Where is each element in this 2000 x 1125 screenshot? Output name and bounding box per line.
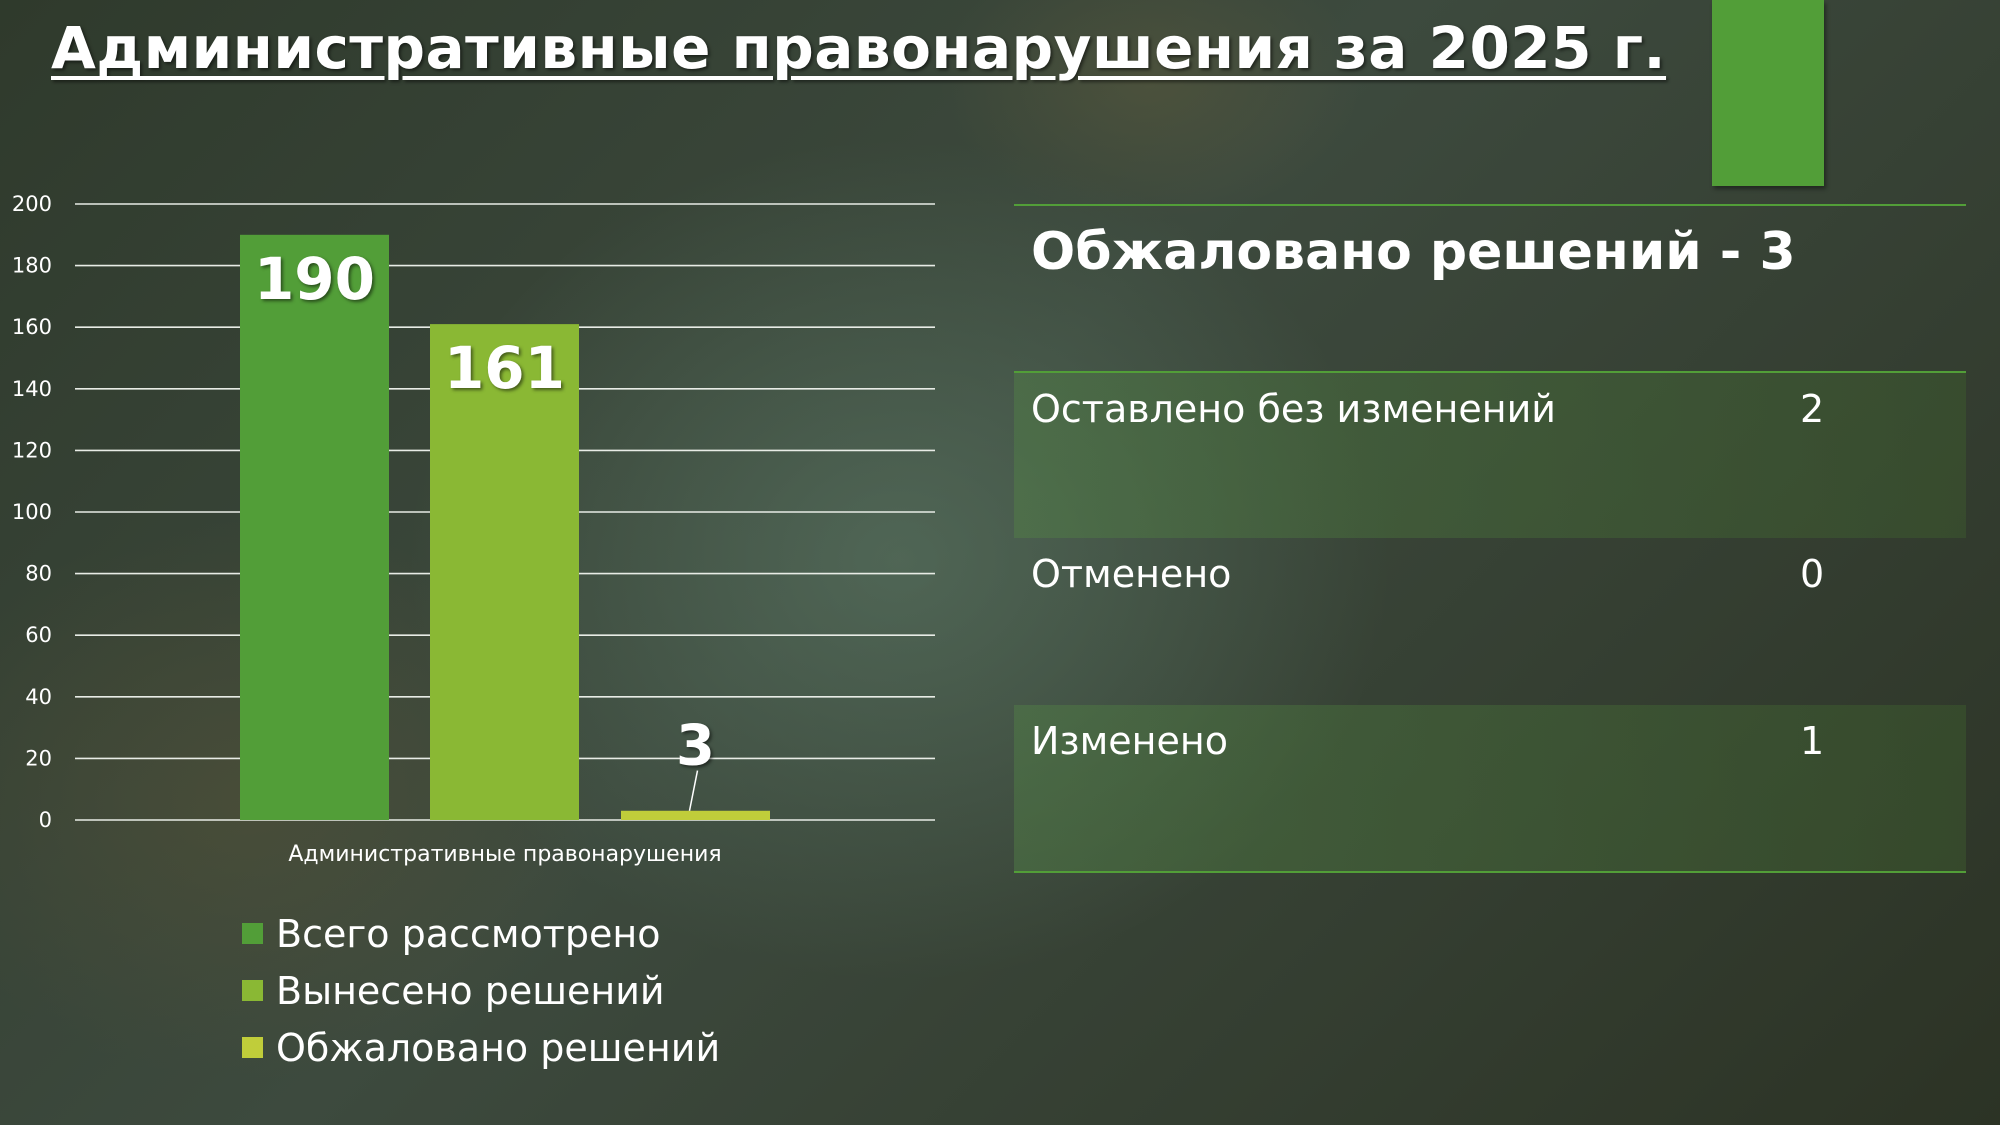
accent-bar [1712,0,1824,186]
legend-item: Обжаловано решений [242,1019,720,1076]
bar [621,810,770,820]
y-tick-label: 60 [25,623,52,647]
bar [240,234,389,821]
row-value: 0 [1800,552,1825,596]
row-label: Изменено [1031,719,1228,763]
table-row: Изменено 1 [1014,705,1966,871]
row-label: Отменено [1031,552,1232,596]
data-label: 161 [444,334,565,402]
divider [1014,371,1966,373]
y-tick-label: 200 [12,192,52,216]
legend-swatch [242,980,263,1001]
y-tick-label: 80 [25,562,52,586]
divider [1014,204,1966,206]
chart-legend: Всего рассмотрено Вынесено решений Обжал… [242,905,720,1076]
legend-swatch [242,1037,263,1058]
legend-label: Обжаловано решений [276,1025,721,1070]
legend-item: Вынесено решений [242,962,720,1019]
y-tick-label: 40 [25,685,52,709]
row-value: 1 [1800,719,1825,763]
x-category-label: Административные правонарушения [288,842,721,867]
y-tick-label: 140 [12,377,52,401]
data-label-leader [688,770,699,811]
y-tick-label: 20 [25,746,52,770]
data-label: 190 [254,245,375,313]
y-tick-label: 100 [12,500,52,524]
panel-heading: Обжаловано решений - 3 [1031,222,1796,282]
data-label: 3 [676,714,715,779]
appeals-panel: Обжаловано решений - 3 Оставлено без изм… [1014,204,1966,873]
row-label: Оставлено без изменений [1031,387,1556,431]
legend-item: Всего рассмотрено [242,905,720,962]
legend-label: Вынесено решений [276,968,665,1013]
bar-chart: 0 20 40 60 80 100 120 140 160 180 200 190 161 3 Админи… [12,192,935,867]
table-row: Отменено 0 [1014,538,1966,705]
y-tick-label: 120 [12,438,52,462]
row-value: 2 [1800,387,1825,431]
y-tick-label: 180 [12,254,52,278]
table-row: Оставлено без изменений 2 [1014,373,1966,538]
legend-swatch [242,923,263,944]
slide-title: Административные правонарушения за 2025 … [51,14,1667,82]
legend-label: Всего рассмотрено [276,911,661,956]
y-tick-label: 0 [39,808,52,832]
divider [1014,871,1966,873]
bar [430,324,579,820]
y-tick-label: 160 [12,315,52,339]
